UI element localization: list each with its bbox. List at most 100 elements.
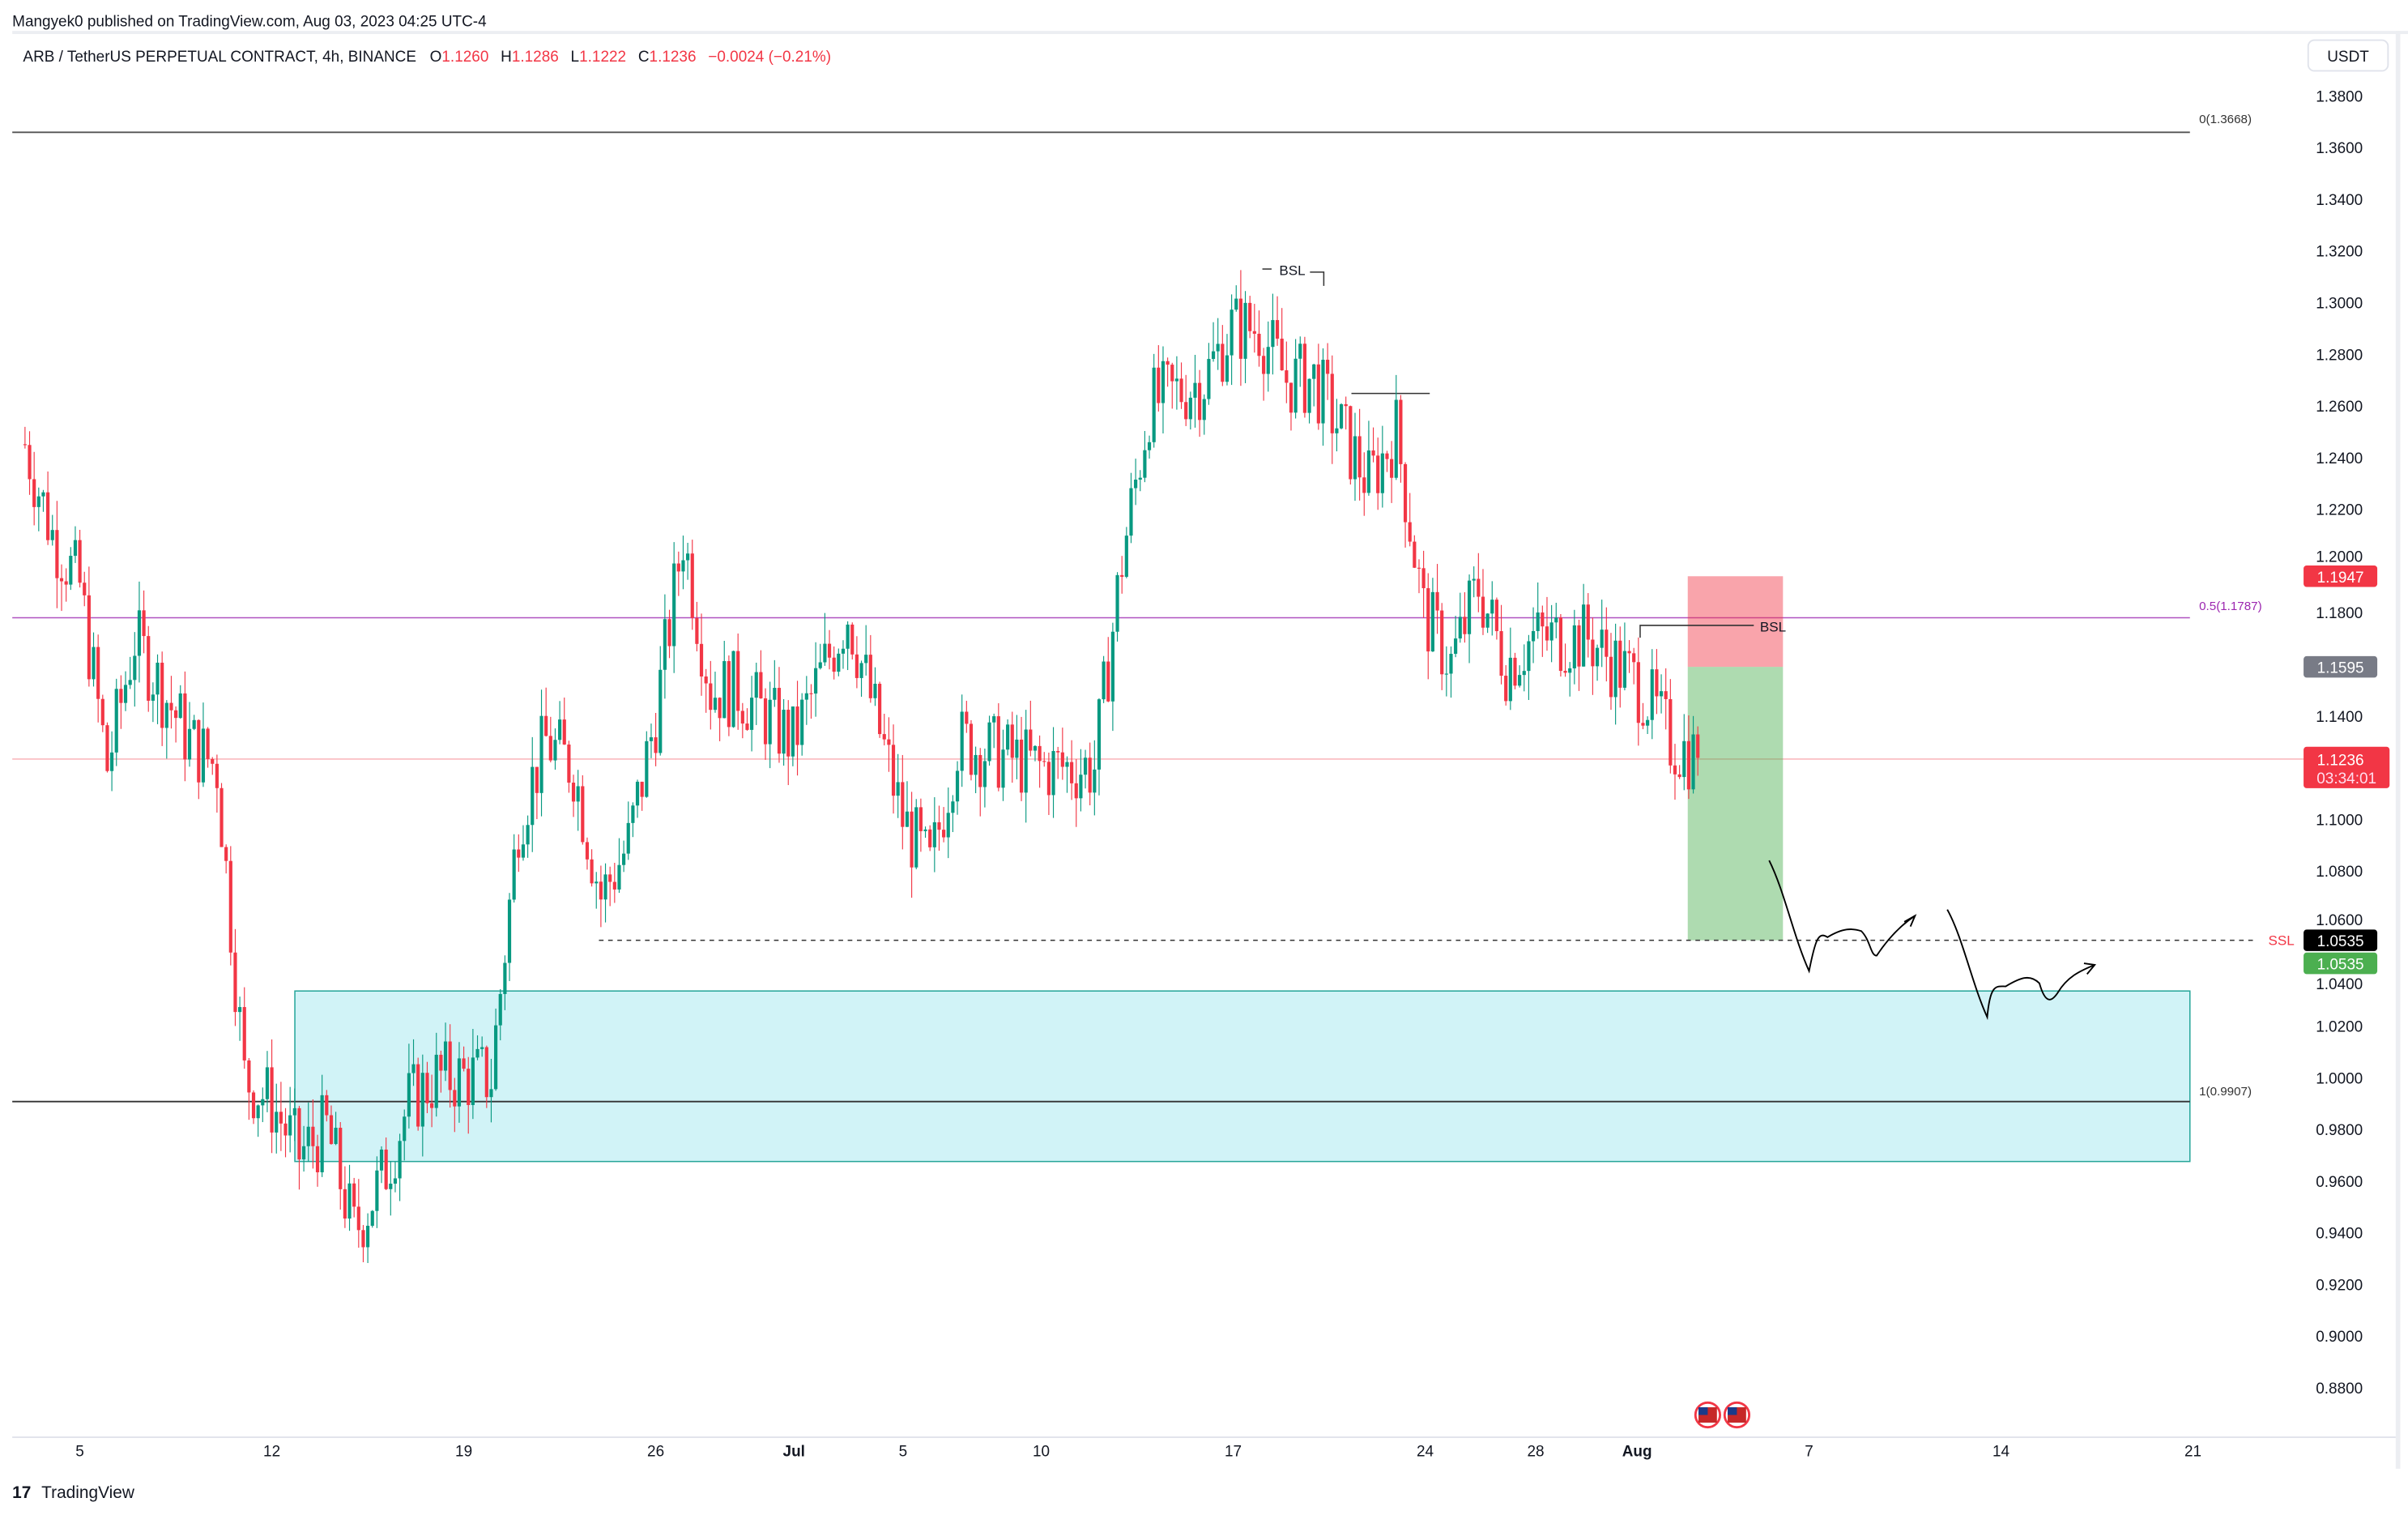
time-axis-label: 12 xyxy=(263,1444,280,1461)
projection-path-2[interactable] xyxy=(1946,909,2095,1021)
currency-button[interactable]: USDT xyxy=(2307,39,2389,72)
candle xyxy=(1257,310,1261,367)
candle xyxy=(517,834,521,873)
candle xyxy=(275,1083,279,1154)
candle xyxy=(1280,308,1284,371)
candle-body xyxy=(1399,399,1403,464)
candle xyxy=(1225,334,1230,386)
candle xyxy=(1198,369,1202,437)
candle-body xyxy=(1605,629,1609,657)
candle-body xyxy=(1646,719,1650,726)
candle-body xyxy=(1097,699,1102,770)
tradingview-logo[interactable]: 17 TradingView xyxy=(12,1483,135,1502)
candle xyxy=(1001,729,1005,801)
candle-body xyxy=(503,962,507,994)
target-zone[interactable] xyxy=(1687,667,1784,941)
candle-body xyxy=(800,699,804,745)
candle-body xyxy=(1508,657,1512,702)
candle xyxy=(750,676,754,752)
candle-body xyxy=(1463,617,1467,634)
candle-body xyxy=(498,993,502,1026)
demand-zone[interactable] xyxy=(294,990,2191,1163)
candle-body xyxy=(850,624,855,655)
candle xyxy=(1417,559,1421,594)
candle xyxy=(1248,296,1252,339)
candle-body xyxy=(275,1112,279,1133)
candle-body xyxy=(1033,745,1038,751)
candle-body xyxy=(932,822,936,847)
price-axis[interactable]: 1.3800 1.3600 1.3400 1.3200 1.3000 1.2800 1.26… xyxy=(2316,88,2363,1398)
candle-body xyxy=(690,553,694,618)
candle-body xyxy=(969,723,974,775)
candle xyxy=(1376,437,1380,510)
projection-path-1[interactable] xyxy=(1768,860,1916,974)
candle-body xyxy=(590,859,594,884)
bsl-line-right[interactable] xyxy=(1639,625,1754,638)
time-axis[interactable]: 5 12 19 26 Jul 5 10 17 24 28 Aug 7 14 21 xyxy=(75,1444,2201,1461)
candle xyxy=(265,1051,270,1112)
candle xyxy=(420,1054,424,1157)
candle xyxy=(425,1061,429,1114)
candle xyxy=(713,672,718,713)
candle-body xyxy=(329,1115,334,1145)
candle-body xyxy=(1074,783,1078,799)
candle xyxy=(923,826,927,839)
candle-body xyxy=(201,728,206,783)
candle xyxy=(366,1213,370,1263)
candle-body xyxy=(868,655,872,698)
candle xyxy=(1079,749,1083,812)
time-axis-label: 17 xyxy=(1225,1444,1242,1461)
candle-body xyxy=(1582,604,1586,667)
candle-body xyxy=(178,693,182,719)
price-axis-label: 1.0400 xyxy=(2316,976,2363,993)
candle-body xyxy=(361,1230,365,1248)
candle-body xyxy=(247,1060,251,1093)
candle-body xyxy=(494,1025,498,1090)
stop-zone[interactable] xyxy=(1687,576,1784,668)
candle xyxy=(1238,270,1242,386)
candle-body xyxy=(1161,361,1166,403)
candle xyxy=(1344,396,1348,430)
candle xyxy=(731,651,735,728)
svg-text:1.1236: 1.1236 xyxy=(2317,752,2364,769)
candle xyxy=(1554,603,1558,638)
candle xyxy=(270,1039,274,1154)
candle xyxy=(1275,296,1280,346)
candle xyxy=(626,801,630,860)
candle-body xyxy=(1618,640,1622,688)
candle-body xyxy=(626,822,630,854)
economic-event-us-flag-icon[interactable] xyxy=(1694,1401,1721,1429)
candle-body xyxy=(1385,453,1389,459)
candle xyxy=(535,766,539,820)
price-axis-label: 1.0800 xyxy=(2316,864,2363,881)
candle xyxy=(942,807,946,843)
candle xyxy=(1357,408,1362,501)
candle-body xyxy=(1184,402,1188,420)
candle xyxy=(1221,325,1225,386)
candle xyxy=(896,753,900,818)
candle-body xyxy=(1207,359,1211,399)
candle xyxy=(261,1087,265,1123)
candle-body xyxy=(1494,600,1498,632)
candle xyxy=(965,701,969,733)
candle xyxy=(1070,740,1074,800)
candle xyxy=(562,698,566,745)
candle-body xyxy=(480,1047,484,1049)
candle xyxy=(92,632,96,687)
candle xyxy=(1188,391,1192,430)
candle-body xyxy=(763,698,768,745)
candle xyxy=(777,667,782,763)
candle xyxy=(1211,322,1216,362)
svg-text:1.0535: 1.0535 xyxy=(2317,933,2364,950)
candle xyxy=(320,1074,324,1177)
candle-body xyxy=(1252,331,1256,334)
candle xyxy=(1613,623,1617,725)
price-axis-label: 1.2200 xyxy=(2316,502,2363,519)
economic-event-us-flag-icon[interactable] xyxy=(1723,1401,1751,1429)
candle xyxy=(1349,405,1353,485)
candle-body xyxy=(946,813,950,838)
candle-body xyxy=(1266,347,1270,374)
candle-body xyxy=(512,849,516,900)
candle xyxy=(41,489,45,512)
